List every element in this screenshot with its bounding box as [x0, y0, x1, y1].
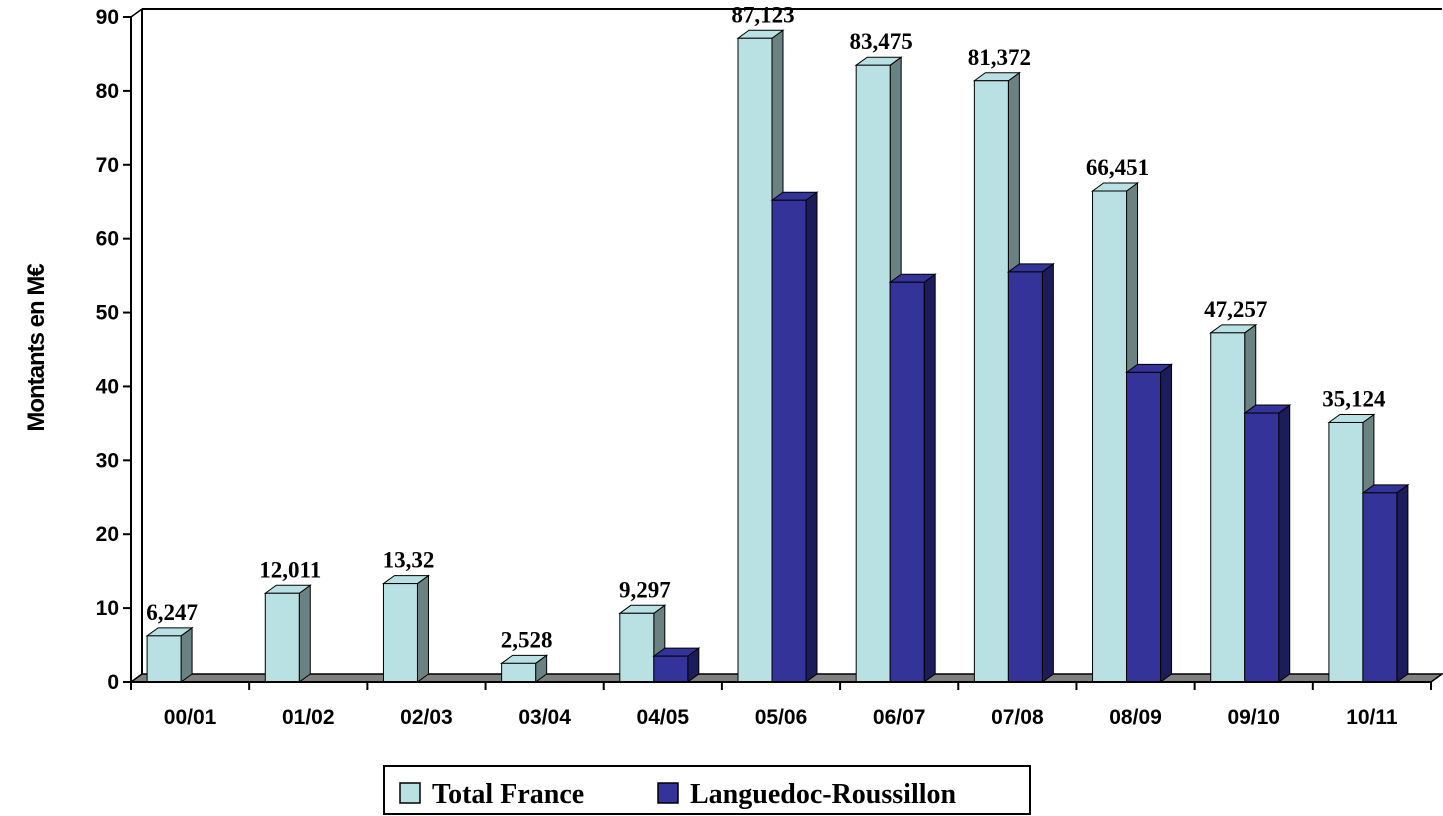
bar-total-france-01-02: [263, 584, 312, 683]
bar-total-france-02-03-side: [416, 574, 429, 683]
bar-languedoc-roussillon-10-11-side: [1396, 483, 1409, 683]
y-tick-label-30: 30: [96, 449, 119, 472]
legend-box: [383, 765, 1031, 815]
x-tick-label-03-04: 03/04: [518, 706, 571, 729]
data-label-total-france-04-05: 9,297: [619, 577, 671, 602]
bar-total-france-03-04: [500, 654, 549, 683]
x-tick-label-08-09: 08/09: [1109, 706, 1162, 729]
y-tick-label-10: 10: [96, 597, 119, 620]
x-tick-label-04-05: 04/05: [637, 706, 690, 729]
data-label-total-france-08-09: 66,451: [1086, 155, 1149, 180]
data-label-total-france-10-11: 35,124: [1322, 386, 1386, 411]
x-tick-label-01-02: 01/02: [282, 706, 335, 729]
x-axis: 00/01 01/02 02/03 03/04 04/05 05/06 06/07 07/08…: [130, 681, 1432, 729]
bar-languedoc-roussillon-04-05: [652, 647, 701, 683]
bar-total-france-08-09-front: [1092, 190, 1128, 683]
bar-total-france-01-02-side: [298, 584, 311, 683]
y-axis-top-corner: [130, 8, 143, 18]
bar-languedoc-roussillon-08-09-side: [1160, 363, 1173, 683]
x-tick-label-05-06: 05/06: [755, 706, 808, 729]
data-label-total-france-07-08: 81,372: [968, 45, 1031, 70]
y-tick-label-20: 20: [96, 523, 119, 546]
bar-total-france-02-03-front: [382, 583, 418, 683]
y-tick-label-80: 80: [96, 80, 119, 103]
bar-languedoc-roussillon-04-05-front: [653, 655, 689, 683]
bar-total-france-01-02-front: [264, 592, 300, 683]
legend-label-languedoc-roussillon: Languedoc-Roussillon: [690, 779, 956, 810]
bar-total-france-06-07-front: [855, 64, 891, 683]
y-axis: 0 10 20 30 40 50 60 70 80 90: [96, 6, 143, 694]
bar-total-france-00-01-front: [146, 635, 182, 683]
bar-total-france-04-05-front: [619, 612, 655, 683]
bar-languedoc-roussillon-06-07-front: [889, 281, 925, 683]
legend-swatch-total-france: [399, 782, 421, 804]
y-tick-label-40: 40: [96, 375, 119, 398]
bar-languedoc-roussillon-08-09-front: [1126, 371, 1162, 683]
data-label-total-france-02-03: 13,32: [383, 548, 435, 573]
data-label-total-france-06-07: 83,475: [850, 29, 913, 54]
data-label-total-france-03-04: 2,528: [501, 627, 553, 652]
y-tick-label-0: 0: [107, 671, 119, 694]
x-tick-label-06-07: 06/07: [873, 706, 926, 729]
bar-languedoc-roussillon-09-10: [1243, 404, 1292, 683]
bar-languedoc-roussillon-05-06-side: [805, 191, 818, 683]
bar-languedoc-roussillon-10-11-front: [1362, 492, 1398, 683]
bar-total-france-02-03: [381, 574, 430, 683]
bars: [145, 29, 1410, 683]
data-label-total-france-00-01: 6,247: [146, 600, 198, 625]
bar-total-france-09-10-front: [1210, 332, 1246, 683]
bar-languedoc-roussillon-07-08-side: [1041, 262, 1054, 683]
bar-languedoc-roussillon-06-07-side: [923, 273, 936, 683]
bar-total-france-10-11-front: [1328, 421, 1364, 683]
legend: Total France Languedoc-Roussillon: [383, 765, 1031, 815]
y-tick-label-60: 60: [96, 228, 119, 251]
bar-languedoc-roussillon-08-09: [1125, 363, 1174, 683]
y-tick-label-90: 90: [96, 6, 119, 29]
bar-total-france-00-01-side: [180, 626, 193, 683]
data-label-total-france-09-10: 47,257: [1204, 297, 1267, 322]
bar-languedoc-roussillon-09-10-front: [1244, 412, 1280, 683]
bar-total-france-05-06-front: [737, 37, 773, 683]
data-label-total-france-05-06: 87,123: [731, 2, 794, 27]
bar-languedoc-roussillon-10-11: [1361, 483, 1410, 683]
bar-languedoc-roussillon-09-10-side: [1278, 404, 1291, 683]
data-label-total-france-01-02: 12,011: [259, 557, 321, 582]
x-tick-label-07-08: 07/08: [991, 706, 1044, 729]
legend-label-total-france: Total France: [432, 779, 584, 810]
x-tick-label-02-03: 02/03: [400, 706, 453, 729]
bar-total-france-03-04-front: [501, 662, 537, 683]
y-axis-label: Montants en M€: [23, 264, 50, 432]
bar-languedoc-roussillon-07-08-front: [1007, 271, 1043, 683]
x-tick-label-10-11: 10/11: [1346, 706, 1398, 729]
bar-languedoc-roussillon-05-06: [770, 191, 819, 683]
legend-swatch-languedoc-roussillon: [657, 782, 679, 804]
data-labels: 6,247 12,011 13,32 2,528 9,297 87,123 83,475 81…: [146, 2, 1386, 652]
y-tick-label-70: 70: [96, 154, 119, 177]
x-tick-label-09-10: 09/10: [1227, 706, 1280, 729]
y-tick-label-50: 50: [96, 302, 119, 325]
bar-languedoc-roussillon-06-07: [888, 273, 937, 683]
bar-total-france-00-01: [145, 626, 194, 683]
bar-total-france-07-08-front: [973, 80, 1009, 683]
bar-languedoc-roussillon-05-06-front: [771, 199, 807, 683]
bar-languedoc-roussillon-07-08: [1006, 262, 1055, 683]
x-tick-label-00-01: 00/01: [164, 706, 217, 729]
